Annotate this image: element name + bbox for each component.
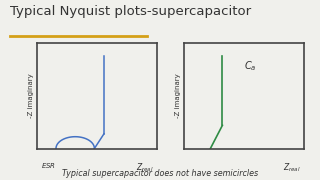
Text: Typical supercapacitor does not have semicircles: Typical supercapacitor does not have sem… — [62, 169, 258, 178]
Text: $ESR$: $ESR$ — [41, 161, 56, 170]
Text: $C_a$: $C_a$ — [244, 59, 257, 73]
Text: $Z_{real}$: $Z_{real}$ — [283, 161, 300, 174]
Y-axis label: -Z imaginary: -Z imaginary — [175, 73, 181, 118]
Text: $Z_{real}$: $Z_{real}$ — [136, 161, 153, 174]
Text: Typical Nyquist plots-supercapacitor: Typical Nyquist plots-supercapacitor — [10, 5, 251, 18]
Y-axis label: -Z imaginary: -Z imaginary — [28, 73, 34, 118]
